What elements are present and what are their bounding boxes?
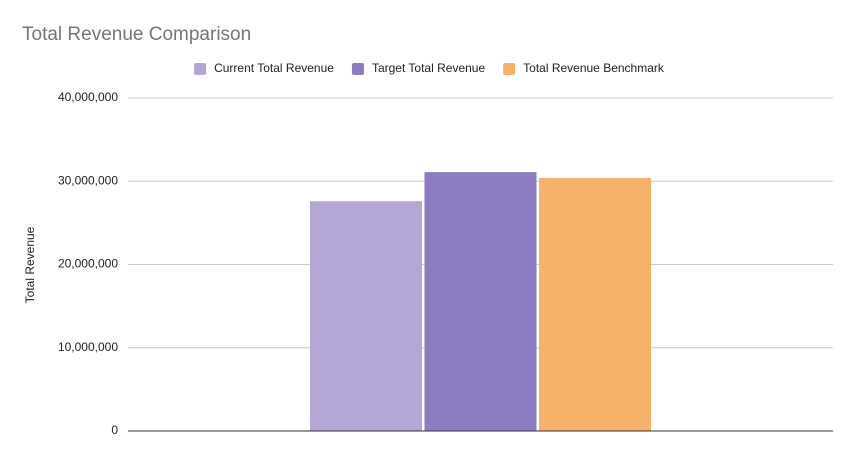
legend-label: Current Total Revenue [214,61,334,75]
y-tick-label: 20,000,000 [58,257,118,271]
bar [310,201,422,431]
y-tick-label: 0 [111,423,118,437]
y-tick-label: 10,000,000 [58,340,118,354]
legend-label: Target Total Revenue [372,61,486,75]
bar [539,177,651,431]
bar [424,172,537,431]
legend-label: Total Revenue Benchmark [523,61,665,75]
y-tick-label: 30,000,000 [58,173,118,187]
legend-swatch [503,63,516,75]
legend-swatch [351,63,364,75]
legend-swatch [194,63,207,75]
y-tick-label: 40,000,000 [58,90,118,104]
y-axis-label: Total Revenue [23,226,37,303]
chart-title: Total Revenue Comparison [22,24,251,45]
